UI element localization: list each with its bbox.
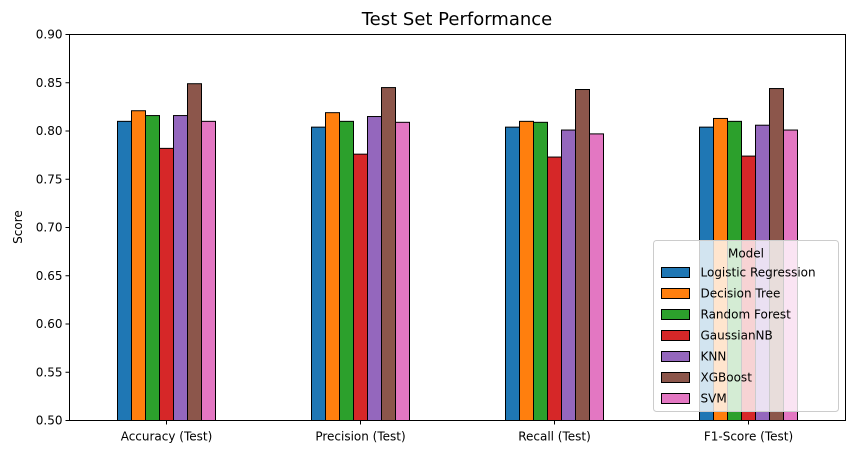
bar — [173, 115, 188, 421]
bar — [575, 89, 590, 421]
y-tick-label: 0.65 — [36, 269, 63, 283]
legend-label: KNN — [701, 350, 727, 364]
bar — [201, 120, 216, 421]
legend-label: SVM — [701, 392, 727, 406]
legend-swatch — [661, 267, 690, 278]
legend-swatch — [661, 288, 690, 299]
bar — [381, 87, 396, 421]
legend-swatch — [661, 393, 690, 404]
y-tick-label: 0.80 — [36, 124, 63, 138]
x-tick-label: Accuracy (Test) — [121, 430, 213, 444]
bar — [159, 147, 174, 421]
y-tick-label: 0.60 — [36, 317, 63, 331]
bar — [561, 129, 576, 421]
bar — [339, 120, 354, 421]
y-tick-label: 0.90 — [36, 28, 63, 42]
y-axis: 0.50 0.55 0.60 0.65 0.70 0.75 0.80 0.85 0.90 — [36, 28, 70, 428]
bar — [117, 120, 132, 421]
y-tick-label: 0.85 — [36, 76, 63, 90]
legend-swatch — [661, 372, 690, 383]
bar — [395, 121, 410, 421]
x-tick-label: Recall (Test) — [518, 430, 591, 444]
bar — [547, 156, 562, 421]
x-tick-label: F1-Score (Test) — [704, 430, 793, 444]
bar — [505, 126, 520, 421]
y-tick-label: 0.70 — [36, 221, 63, 235]
legend-swatch — [661, 351, 690, 362]
bar — [589, 133, 604, 422]
legend-swatch — [661, 309, 690, 320]
legend-title: Model — [728, 247, 764, 261]
plot-frame — [69, 34, 846, 421]
bar — [145, 115, 160, 421]
legend-label: XGBoost — [701, 371, 753, 385]
legend: Model Logistic Regression Decision Tree Ran… — [653, 240, 839, 412]
legend-label: Random Forest — [701, 308, 792, 322]
legend-box — [653, 240, 839, 412]
chart-title: Test Set Performance — [361, 9, 553, 30]
legend-swatch — [661, 330, 690, 341]
bar — [519, 120, 534, 421]
x-axis: Accuracy (Test) Precision (Test) Recall (T… — [121, 420, 793, 444]
bar — [325, 112, 340, 421]
bar — [367, 116, 382, 422]
legend-label: GaussianNB — [701, 329, 773, 343]
legend-label: Decision Tree — [701, 287, 781, 301]
bar — [131, 110, 146, 422]
bar — [533, 121, 548, 421]
y-axis-label: Score — [11, 210, 25, 244]
y-tick-label: 0.50 — [36, 414, 63, 428]
x-tick-label: Precision (Test) — [315, 430, 405, 444]
bar — [187, 83, 202, 421]
y-tick-label: 0.75 — [36, 172, 63, 186]
legend-label: Logistic Regression — [701, 266, 816, 280]
bar — [311, 126, 326, 421]
y-tick-label: 0.55 — [36, 365, 63, 379]
bar — [353, 153, 368, 421]
